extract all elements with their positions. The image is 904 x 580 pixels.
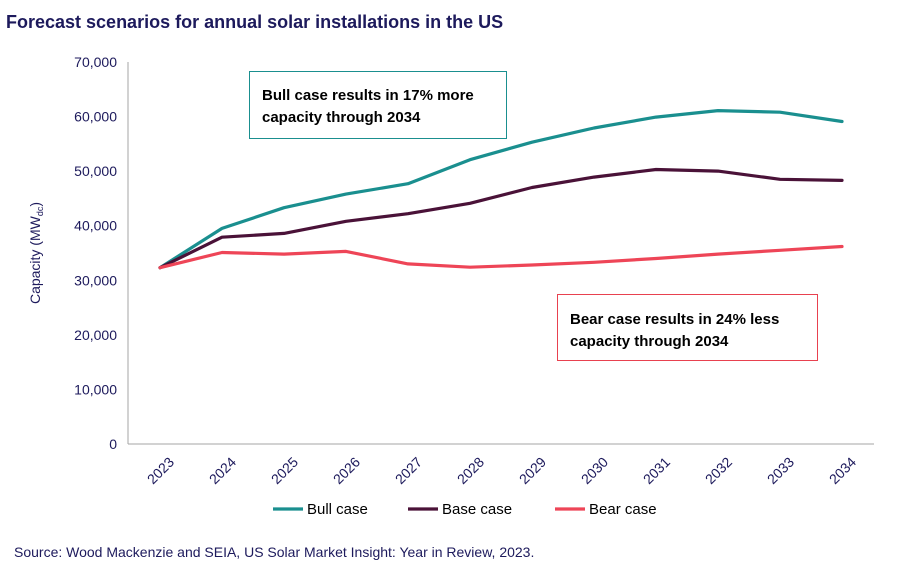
chart-title: Forecast scenarios for annual solar inst… [6, 12, 504, 32]
x-tick-label: 2025 [268, 454, 301, 487]
x-tick-label: 2024 [206, 454, 239, 487]
x-tick-label: 2029 [516, 454, 549, 487]
x-tick-label: 2026 [330, 454, 363, 487]
x-tick-label: 2027 [392, 454, 425, 487]
y-axis-title-main: Capacity (MW [27, 215, 43, 304]
y-tick-label: 20,000 [74, 327, 117, 343]
legend-item-bear-case: Bear case [555, 501, 657, 518]
series-group [158, 108, 844, 270]
y-axis-title-subscript: dc [35, 206, 45, 216]
legend-label-bull-case: Bull case [307, 501, 368, 518]
legend-item-bull-case: Bull case [273, 501, 368, 518]
source-note: Source: Wood Mackenzie and SEIA, US Sola… [14, 544, 535, 560]
y-tick-label: 60,000 [74, 109, 117, 125]
series-line-bear-case [158, 244, 844, 270]
y-axis-title: Capacity (MWdc) [27, 202, 45, 304]
series-line-base-case [158, 167, 844, 270]
bull-annotation: Bull case results in 17% more capacity t… [249, 71, 507, 139]
y-tick-label: 70,000 [74, 54, 117, 70]
svg-text:Capacity (MWdc): Capacity (MWdc) [27, 202, 45, 304]
legend-label-base-case: Base case [442, 501, 512, 518]
x-tick-label: 2032 [702, 454, 735, 487]
y-tick-label: 10,000 [74, 381, 117, 397]
y-axis: 0 10,000 20,000 30,000 40,000 50,000 60,000 70,… [74, 54, 129, 452]
x-tick-label: 2023 [144, 454, 177, 487]
y-axis-title-close: ) [27, 202, 43, 207]
x-tick-label: 2033 [764, 454, 797, 487]
x-axis: 2023 2024 2025 2026 2027 2028 2029 2030 2031 2032… [128, 443, 874, 487]
legend-label-bear-case: Bear case [589, 501, 657, 518]
y-tick-label: 0 [109, 436, 117, 452]
x-tick-label: 2031 [640, 454, 673, 487]
legend-item-base-case: Base case [408, 501, 512, 518]
legend: Bull case Base case Bear case [273, 501, 657, 518]
bear-annotation: Bear case results in 24% less capacity t… [557, 294, 818, 361]
y-tick-label: 50,000 [74, 163, 117, 179]
x-tick-label: 2028 [454, 454, 487, 487]
x-tick-label: 2030 [578, 454, 611, 487]
series-line-bull-case [158, 108, 844, 270]
y-tick-label: 40,000 [74, 218, 117, 234]
line-chart: Capacity (MWdc) 0 10,000 20,000 30,000 40,00… [27, 54, 874, 518]
y-tick-label: 30,000 [74, 272, 117, 288]
x-tick-label: 2034 [826, 454, 859, 487]
